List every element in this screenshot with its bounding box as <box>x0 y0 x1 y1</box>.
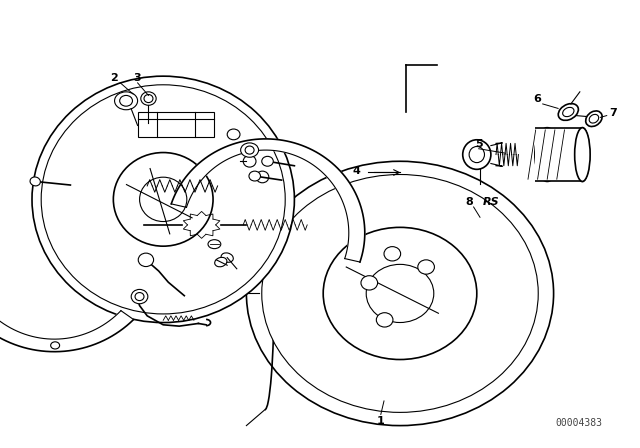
Ellipse shape <box>221 253 234 263</box>
Ellipse shape <box>208 240 221 249</box>
Polygon shape <box>491 143 502 166</box>
Ellipse shape <box>144 95 153 103</box>
Ellipse shape <box>131 289 148 304</box>
Text: 4: 4 <box>353 166 360 176</box>
Ellipse shape <box>262 174 538 412</box>
Text: 2: 2 <box>110 73 118 83</box>
Text: 7: 7 <box>609 108 617 118</box>
Ellipse shape <box>120 95 132 106</box>
Ellipse shape <box>262 156 273 166</box>
Polygon shape <box>0 157 134 352</box>
Ellipse shape <box>323 228 477 359</box>
Ellipse shape <box>243 155 256 167</box>
Ellipse shape <box>227 129 240 140</box>
Ellipse shape <box>245 146 254 154</box>
Ellipse shape <box>469 146 484 163</box>
Ellipse shape <box>589 114 598 123</box>
Ellipse shape <box>41 85 285 314</box>
Ellipse shape <box>376 313 393 327</box>
Ellipse shape <box>140 177 187 222</box>
Ellipse shape <box>32 76 294 323</box>
Ellipse shape <box>575 128 589 181</box>
Ellipse shape <box>246 161 554 426</box>
Text: 8: 8 <box>465 198 473 207</box>
Polygon shape <box>138 112 214 137</box>
Ellipse shape <box>586 111 602 126</box>
Ellipse shape <box>256 171 269 183</box>
Ellipse shape <box>575 128 590 181</box>
Ellipse shape <box>535 128 559 181</box>
Polygon shape <box>535 128 582 181</box>
Text: RS: RS <box>483 198 500 207</box>
Ellipse shape <box>30 177 40 186</box>
Ellipse shape <box>214 257 227 267</box>
Ellipse shape <box>115 92 138 110</box>
Ellipse shape <box>249 171 260 181</box>
Ellipse shape <box>113 152 213 246</box>
Polygon shape <box>172 139 365 262</box>
Text: 00004383: 00004383 <box>556 418 603 428</box>
Ellipse shape <box>558 103 579 121</box>
Text: 3: 3 <box>134 73 141 83</box>
Ellipse shape <box>418 260 435 274</box>
Ellipse shape <box>361 276 378 290</box>
Ellipse shape <box>141 92 156 105</box>
Text: 5: 5 <box>475 139 483 149</box>
Ellipse shape <box>135 293 144 301</box>
Text: 1: 1 <box>377 416 385 426</box>
Ellipse shape <box>463 140 491 169</box>
Ellipse shape <box>51 342 60 349</box>
Ellipse shape <box>241 143 259 157</box>
Text: 6: 6 <box>534 95 541 104</box>
Ellipse shape <box>366 264 434 323</box>
Ellipse shape <box>563 108 574 116</box>
Ellipse shape <box>138 253 154 267</box>
Ellipse shape <box>384 246 401 261</box>
